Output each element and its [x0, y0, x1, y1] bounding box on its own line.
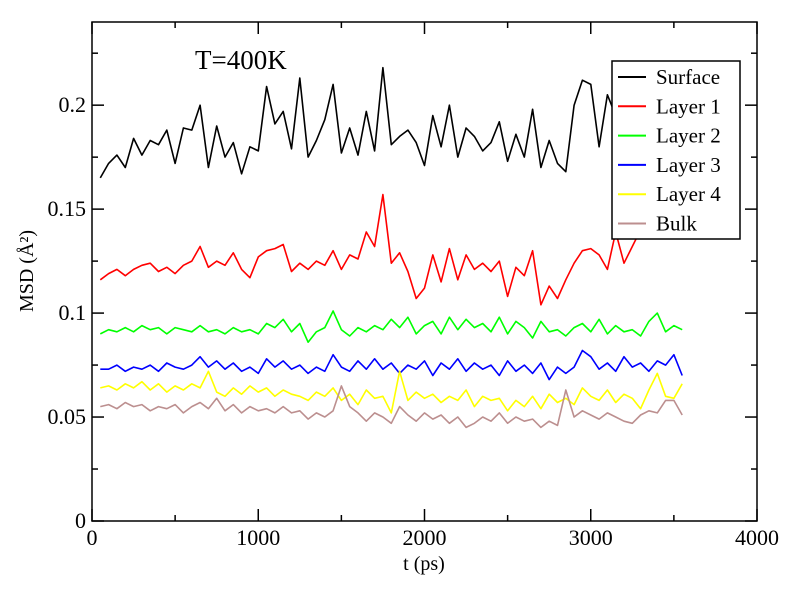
series-line-4	[100, 370, 683, 414]
series-layer	[99, 66, 683, 429]
x-tick-label: 4000	[735, 525, 779, 550]
legend-label: Surface	[656, 65, 720, 89]
legend: Surface Layer 1 Layer 2 Layer 3 Layer 4 Bulk	[611, 60, 741, 240]
legend-label: Layer 3	[656, 153, 721, 177]
series-line-3	[100, 349, 683, 381]
y-tick-label: 0.2	[59, 92, 87, 117]
x-axis: 0 1000 2000 3000 4000	[87, 22, 779, 550]
legend-label: Bulk	[656, 212, 697, 236]
x-tick-label: 0	[87, 525, 98, 550]
x-tick-label: 1000	[236, 525, 280, 550]
annotation-temperature: T=400K	[195, 45, 287, 75]
x-tick-label: 3000	[569, 525, 613, 550]
legend-label: Layer 1	[656, 94, 721, 118]
series-line-1	[99, 193, 642, 306]
y-tick-label: 0	[75, 508, 86, 533]
x-tick-label: 2000	[403, 525, 447, 550]
y-axis-label: MSD (Å²)	[16, 230, 38, 312]
series-line-5	[100, 385, 683, 429]
y-tick-label: 0.15	[48, 196, 87, 221]
legend-label: Layer 2	[656, 124, 721, 148]
legend-label: Layer 4	[656, 182, 721, 206]
series-line-2	[99, 310, 683, 344]
y-tick-label: 0.05	[48, 404, 87, 429]
series-line-0	[99, 66, 617, 179]
y-axis: 0 0.05 0.1 0.15 0.2	[48, 52, 757, 533]
y-tick-label: 0.1	[59, 300, 87, 325]
x-axis-label: t (ps)	[403, 553, 445, 575]
legend-box	[611, 60, 741, 240]
